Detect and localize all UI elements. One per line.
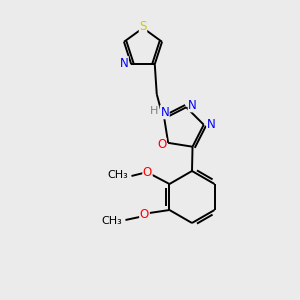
Text: CH₃: CH₃ bbox=[108, 170, 128, 180]
Text: N: N bbox=[207, 118, 215, 131]
Text: O: O bbox=[140, 208, 149, 221]
Text: N: N bbox=[188, 99, 197, 112]
Text: N: N bbox=[119, 57, 128, 70]
Text: CH₃: CH₃ bbox=[102, 216, 122, 226]
Text: S: S bbox=[139, 20, 147, 32]
Text: O: O bbox=[157, 138, 166, 151]
Text: N: N bbox=[160, 106, 169, 119]
Text: H: H bbox=[150, 106, 158, 116]
Text: O: O bbox=[143, 166, 152, 178]
